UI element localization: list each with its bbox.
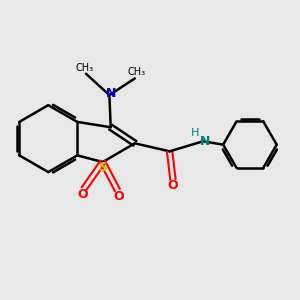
Text: O: O xyxy=(168,179,178,192)
Text: N: N xyxy=(106,87,116,100)
Text: O: O xyxy=(113,190,124,203)
Text: O: O xyxy=(77,188,88,201)
Text: CH₃: CH₃ xyxy=(127,68,145,77)
Text: S: S xyxy=(98,161,107,174)
Text: H: H xyxy=(191,128,199,138)
Text: N: N xyxy=(200,135,210,148)
Text: CH₃: CH₃ xyxy=(76,63,94,73)
